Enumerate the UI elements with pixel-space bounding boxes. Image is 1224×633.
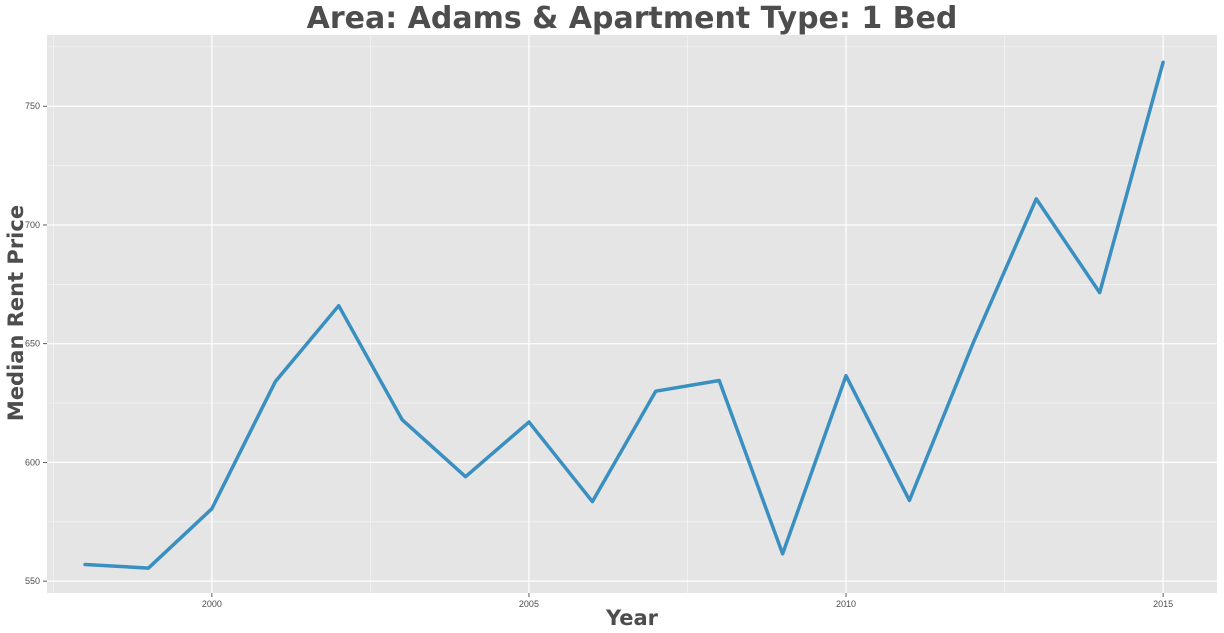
- x-axis-title: Year: [605, 606, 659, 630]
- minor-gridlines: [47, 35, 1217, 593]
- y-tick-label: 750: [25, 101, 40, 111]
- series-layer: [83, 60, 1165, 570]
- y-tick-label: 550: [25, 576, 40, 586]
- y-tick-label: 700: [25, 220, 40, 230]
- x-tick-label: 2005: [519, 599, 539, 609]
- x-tick-label: 2010: [836, 599, 856, 609]
- x-tick-label: 2000: [202, 599, 222, 609]
- x-tick-label: 2015: [1153, 599, 1173, 609]
- plot-panel: [47, 35, 1217, 593]
- y-axis-ticks: 550 600 650 700 750: [25, 101, 47, 586]
- series-line: [83, 60, 1165, 570]
- chart-title: Area: Adams & Apartment Type: 1 Bed: [307, 1, 958, 36]
- y-axis-title: Median Rent Price: [4, 205, 28, 421]
- x-axis-ticks: 2000 2005 2010 2015: [202, 593, 1173, 609]
- y-tick-label: 650: [25, 339, 40, 349]
- major-gridlines: [47, 35, 1217, 593]
- y-tick-label: 600: [25, 457, 40, 467]
